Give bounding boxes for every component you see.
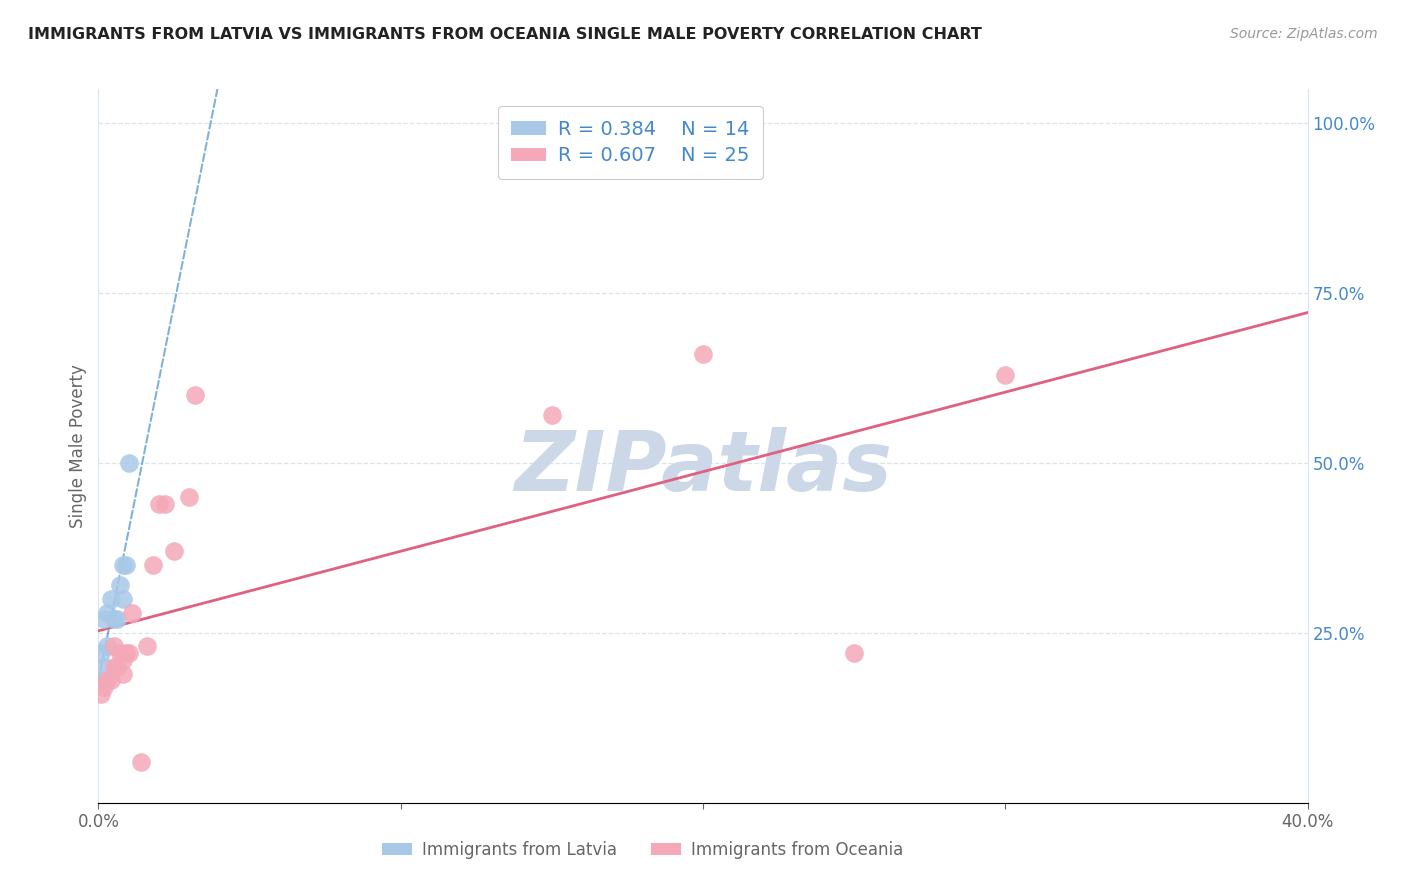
- Point: [103, 660, 125, 674]
- Point: [96, 673, 118, 688]
- Point: [179, 490, 201, 504]
- Point: [105, 612, 128, 626]
- Point: [129, 755, 152, 769]
- Point: [118, 646, 141, 660]
- Point: [103, 612, 125, 626]
- Point: [90, 687, 112, 701]
- Point: [108, 578, 131, 592]
- Point: [184, 388, 207, 402]
- Point: [153, 497, 176, 511]
- Point: [90, 646, 112, 660]
- Point: [135, 640, 157, 654]
- Point: [111, 591, 134, 606]
- Point: [540, 409, 562, 423]
- Point: [96, 606, 118, 620]
- Point: [90, 673, 112, 688]
- Point: [100, 591, 122, 606]
- Point: [844, 646, 866, 660]
- Point: [103, 640, 125, 654]
- Point: [118, 456, 141, 470]
- Point: [93, 660, 115, 674]
- Point: [111, 653, 134, 667]
- Point: [142, 558, 165, 572]
- Text: Source: ZipAtlas.com: Source: ZipAtlas.com: [1230, 27, 1378, 41]
- Point: [111, 666, 134, 681]
- Legend: Immigrants from Latvia, Immigrants from Oceania: Immigrants from Latvia, Immigrants from …: [375, 835, 910, 866]
- Point: [148, 497, 170, 511]
- Point: [93, 612, 115, 626]
- Text: ZIPatlas: ZIPatlas: [515, 427, 891, 508]
- Point: [100, 673, 122, 688]
- Text: IMMIGRANTS FROM LATVIA VS IMMIGRANTS FROM OCEANIA SINGLE MALE POVERTY CORRELATIO: IMMIGRANTS FROM LATVIA VS IMMIGRANTS FRO…: [28, 27, 981, 42]
- Y-axis label: Single Male Poverty: Single Male Poverty: [69, 364, 87, 528]
- Point: [105, 660, 128, 674]
- Point: [163, 544, 186, 558]
- Point: [114, 558, 136, 572]
- Point: [692, 347, 714, 361]
- Point: [121, 606, 143, 620]
- Point: [994, 368, 1017, 382]
- Point: [108, 646, 131, 660]
- Point: [111, 558, 134, 572]
- Point: [93, 680, 115, 694]
- Point: [114, 646, 136, 660]
- Point: [96, 640, 118, 654]
